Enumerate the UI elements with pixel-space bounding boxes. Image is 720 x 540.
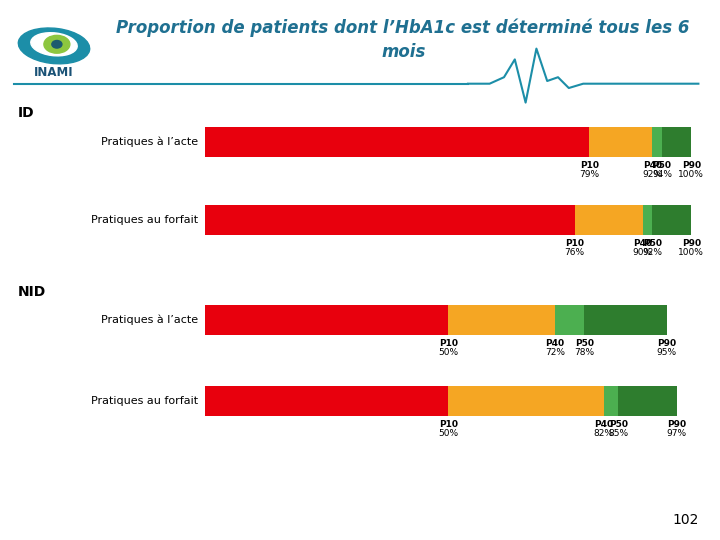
Text: NID: NID bbox=[18, 285, 46, 299]
Text: Pratiques au forfait: Pratiques au forfait bbox=[91, 396, 198, 406]
Bar bbox=[589, 127, 652, 157]
Text: 94%: 94% bbox=[652, 170, 672, 179]
Text: 50%: 50% bbox=[438, 348, 458, 357]
Ellipse shape bbox=[52, 40, 62, 48]
Text: 72%: 72% bbox=[545, 348, 565, 357]
Bar bbox=[448, 386, 603, 416]
Text: P10: P10 bbox=[580, 161, 598, 170]
Bar bbox=[205, 386, 448, 416]
Text: 90%: 90% bbox=[633, 248, 652, 257]
Text: 100%: 100% bbox=[678, 170, 704, 179]
Text: 50%: 50% bbox=[438, 429, 458, 438]
Text: 92%: 92% bbox=[642, 170, 662, 179]
Text: Pratiques à l’acte: Pratiques à l’acte bbox=[101, 137, 198, 147]
Text: P50: P50 bbox=[609, 420, 628, 429]
Text: P90: P90 bbox=[682, 239, 701, 248]
Text: 97%: 97% bbox=[667, 429, 687, 438]
Ellipse shape bbox=[18, 28, 90, 64]
Text: P10: P10 bbox=[438, 420, 458, 429]
Bar bbox=[205, 305, 448, 335]
Bar bbox=[555, 305, 585, 335]
Text: P50: P50 bbox=[652, 161, 672, 170]
Bar bbox=[643, 205, 652, 235]
Text: P50: P50 bbox=[643, 239, 662, 248]
Ellipse shape bbox=[31, 33, 77, 56]
Bar bbox=[652, 127, 662, 157]
Text: 82%: 82% bbox=[594, 429, 613, 438]
Text: P90: P90 bbox=[657, 339, 677, 348]
Text: P40: P40 bbox=[633, 239, 652, 248]
Bar bbox=[652, 205, 691, 235]
Text: 100%: 100% bbox=[678, 248, 704, 257]
Text: Pratiques à l’acte: Pratiques à l’acte bbox=[101, 315, 198, 325]
Text: P90: P90 bbox=[667, 420, 686, 429]
Text: 79%: 79% bbox=[579, 170, 599, 179]
Text: P50: P50 bbox=[575, 339, 594, 348]
Ellipse shape bbox=[44, 35, 70, 53]
Text: 76%: 76% bbox=[564, 248, 585, 257]
Bar bbox=[585, 305, 667, 335]
Text: P40: P40 bbox=[546, 339, 564, 348]
Bar bbox=[575, 205, 643, 235]
Text: 102: 102 bbox=[672, 512, 698, 526]
Bar bbox=[618, 386, 677, 416]
Text: P40: P40 bbox=[643, 161, 662, 170]
Text: INAMI: INAMI bbox=[34, 66, 74, 79]
Text: ID: ID bbox=[18, 106, 35, 120]
Bar bbox=[662, 127, 691, 157]
Text: P10: P10 bbox=[565, 239, 584, 248]
Text: P40: P40 bbox=[594, 420, 613, 429]
Text: Proportion de patients dont l’HbA1c est déterminé tous les 6
mois: Proportion de patients dont l’HbA1c est … bbox=[117, 19, 690, 61]
Bar bbox=[448, 305, 555, 335]
Bar bbox=[603, 386, 618, 416]
Text: 78%: 78% bbox=[575, 348, 594, 357]
Text: Pratiques au forfait: Pratiques au forfait bbox=[91, 215, 198, 225]
Text: P10: P10 bbox=[438, 339, 458, 348]
Bar bbox=[205, 127, 589, 157]
Bar bbox=[205, 205, 575, 235]
Text: 92%: 92% bbox=[642, 248, 662, 257]
Text: P90: P90 bbox=[682, 161, 701, 170]
Text: 95%: 95% bbox=[657, 348, 677, 357]
Text: 85%: 85% bbox=[608, 429, 629, 438]
